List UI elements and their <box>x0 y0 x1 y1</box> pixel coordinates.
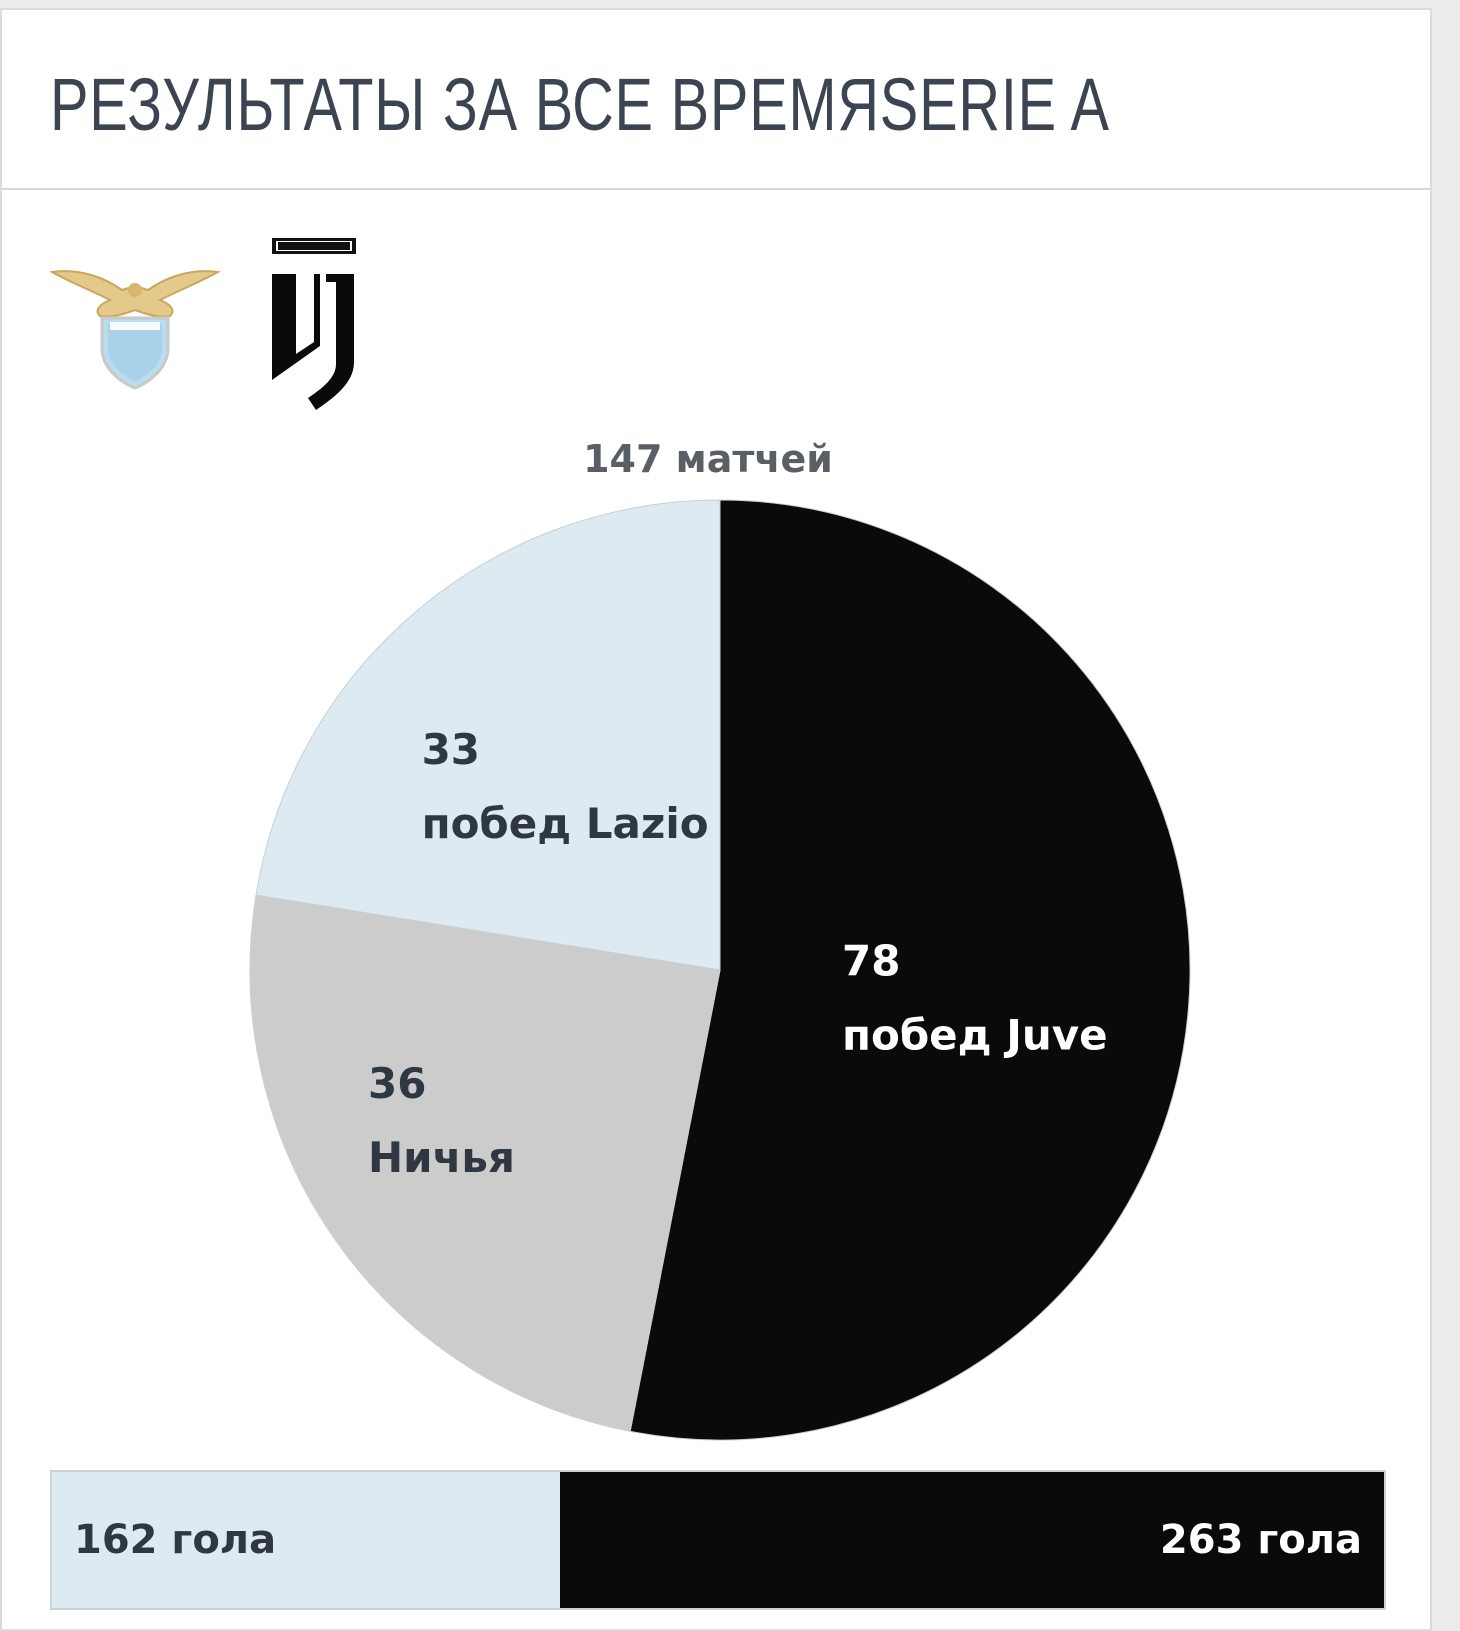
goals-bar: 162 гола 263 гола <box>50 1470 1386 1610</box>
results-pie-chart: 147 матчей 78 побед Juve 36 Ничья 33 побед La… <box>249 437 1191 1441</box>
juve-goals-segment: 263 гола <box>559 1472 1384 1608</box>
pie-slice-value: 36 <box>368 1059 426 1108</box>
chart-title: 147 матчей <box>583 437 833 481</box>
lazio-goals-label: 162 гола <box>74 1517 277 1563</box>
pie-slices <box>249 499 1191 1441</box>
pie-slice-label: побед Lazio <box>422 799 709 848</box>
widget-header: РЕЗУЛЬТАТЫ ЗА ВСЕ ВРЕМЯSERIE A <box>2 10 1430 190</box>
pie-slice-value: 33 <box>422 725 480 774</box>
results-widget: РЕЗУЛЬТАТЫ ЗА ВСЕ ВРЕМЯSERIE A <box>0 8 1432 1631</box>
pie-labels: 78 побед Juve 36 Ничья 33 побед Lazio <box>368 725 1108 1182</box>
lazio-crest-icon <box>48 260 222 394</box>
pie-slice-label: побед Juve <box>842 1010 1108 1059</box>
pie-slice-value: 78 <box>842 936 900 985</box>
pie-slice-label: Ничья <box>368 1133 515 1182</box>
juventus-logo-icon <box>270 234 360 418</box>
team-logos <box>2 190 422 430</box>
pie-slice <box>629 499 1191 1441</box>
pie-slice <box>255 499 721 971</box>
pie-slice <box>249 894 721 1432</box>
lazio-goals-segment: 162 гола <box>52 1472 560 1608</box>
widget-title: РЕЗУЛЬТАТЫ ЗА ВСЕ ВРЕМЯSERIE A <box>50 63 1110 146</box>
juve-goals-label: 263 гола <box>1159 1517 1362 1563</box>
